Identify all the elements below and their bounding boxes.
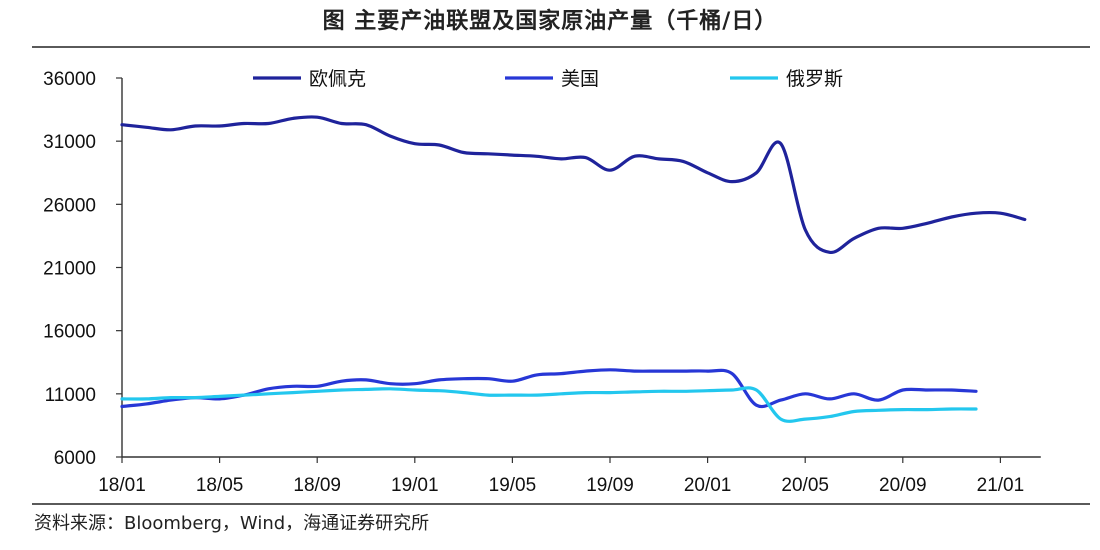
chart-title: 图 主要产油联盟及国家原油产量（千桶/日） — [322, 9, 778, 34]
legend-label-opec: 欧佩克 — [309, 68, 366, 90]
y-tick-label: 26000 — [43, 195, 96, 216]
y-tick-label: 6000 — [54, 448, 96, 469]
title-divider — [32, 46, 1090, 48]
x-tick-label: 19/05 — [489, 475, 537, 496]
chart-axes: 6000 11000 16000 21000 26000 31000 36000 18/01 1… — [43, 69, 1041, 496]
x-tick-label: 18/09 — [293, 475, 341, 496]
series-layer — [120, 115, 1027, 423]
x-tick-label: 20/09 — [879, 475, 927, 496]
source-note: 资料来源：Bloomberg，Wind，海通证券研究所 — [34, 513, 430, 534]
chart-legend: 欧佩克 美国 俄罗斯 — [253, 68, 843, 90]
x-tick-label: 19/09 — [586, 475, 634, 496]
series-line-usa — [120, 368, 978, 409]
y-tick-label: 11000 — [45, 385, 96, 406]
series-line-russia — [120, 386, 978, 423]
x-tick-label: 20/01 — [684, 475, 732, 496]
y-tick-label: 36000 — [43, 69, 96, 90]
series-line-opec — [120, 115, 1027, 254]
x-tick-label: 18/05 — [196, 475, 244, 496]
y-tick-label: 21000 — [43, 259, 96, 280]
x-tick-label: 18/01 — [98, 475, 146, 496]
y-tick-label: 16000 — [43, 322, 96, 343]
x-tick-label: 20/05 — [781, 475, 829, 496]
footer-divider — [32, 503, 1090, 505]
legend-label-russia: 俄罗斯 — [786, 68, 843, 90]
y-tick-label: 31000 — [43, 132, 96, 153]
legend-label-usa: 美国 — [561, 68, 599, 90]
x-tick-label: 19/01 — [391, 475, 439, 496]
x-tick-label: 21/01 — [977, 475, 1025, 496]
